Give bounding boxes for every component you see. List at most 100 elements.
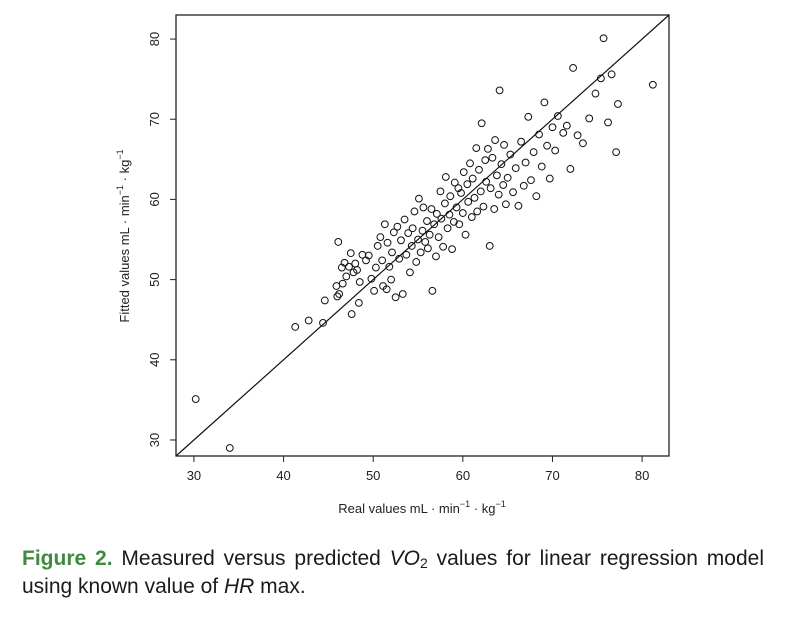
data-point [441,199,449,208]
caption-subscript: 2 [420,555,428,571]
data-point [509,188,517,197]
data-point [430,220,439,229]
data-point [432,252,440,261]
scatter-plot: 30 40 50 60 70 80 30 40 50 60 70 80 Real values mL … [115,14,670,516]
figure-label: Figure 2. [22,547,113,570]
data-point [596,74,605,83]
data-point [476,187,485,196]
data-point [562,121,571,130]
data-point [347,310,356,318]
data-point [406,268,414,277]
data-point [481,156,490,165]
data-point [494,190,503,199]
data-point [389,228,398,237]
data-point [479,202,488,211]
data-point [304,316,313,325]
data-point [495,86,504,95]
data-point [320,296,329,305]
data-point [425,230,434,239]
data-point [355,278,364,286]
data-point [371,263,380,272]
data-point [455,220,464,229]
data-point [225,444,234,452]
x-tick-label: 50 [366,468,380,483]
reference-line [175,14,670,457]
data-point [648,80,657,89]
caption-text-1: Measured versus predicted [112,547,390,570]
y-tick-label: 30 [147,433,162,447]
data-point [364,251,373,260]
data-point [506,150,515,159]
data-point [488,153,497,162]
caption-hr: HR [223,575,255,598]
data-point [470,193,479,202]
y-tick-label: 80 [147,32,162,46]
data-point [472,144,481,153]
x-tick-label: 80 [635,468,649,483]
data-point [398,290,407,298]
data-point [485,242,494,250]
data-point [373,242,382,250]
data-point [367,274,376,283]
data-point [370,286,378,295]
data-point [604,118,612,127]
data-point [410,207,419,216]
caption-vo: VO [389,547,421,570]
data-point [529,148,538,157]
data-point [345,262,353,271]
data-point [501,200,510,209]
data-point [408,224,417,233]
data-point [414,235,422,244]
data-point [423,244,432,253]
data-point [503,173,512,182]
data-point [436,187,445,196]
data-point [467,213,476,221]
data-point [383,238,392,247]
data-point [540,98,549,107]
data-point [412,258,421,266]
data-point [461,230,470,239]
data-point [378,256,387,265]
data-point [415,194,423,203]
data-point [450,178,459,187]
caption-text-3: max. [254,575,306,598]
data-point [335,290,344,298]
data-point [482,177,491,186]
data-point [446,192,455,201]
data-point [566,165,575,173]
x-tick-label: 60 [456,468,470,483]
data-point [457,189,465,197]
data-point [385,262,394,271]
data-point [395,254,404,263]
data-point [421,238,430,246]
data-point [573,131,582,140]
data-point [393,222,402,231]
data-point [579,139,587,148]
identity-line [175,14,670,457]
data-point [340,258,349,267]
data-point [380,220,389,229]
data-point [490,205,499,213]
plot-frame [175,14,670,457]
data-point [486,184,495,193]
data-point [428,286,437,295]
data-point [548,123,557,132]
data-point [388,248,396,257]
data-point [353,266,361,274]
data-point [387,275,396,284]
y-tick-label: 60 [147,192,162,206]
x-tick-label: 40 [276,468,290,483]
data-point [434,233,443,242]
data-point [391,293,400,302]
data-point [351,259,360,268]
data-point [402,250,411,259]
data-point [191,395,200,403]
data-point [484,145,492,153]
data-point [418,226,427,235]
data-point [419,203,428,212]
data-point [464,197,473,206]
data-point [607,70,616,79]
caption-text-2: values for linear regression model using… [22,547,764,598]
data-point [514,201,523,210]
data-point [524,112,533,121]
